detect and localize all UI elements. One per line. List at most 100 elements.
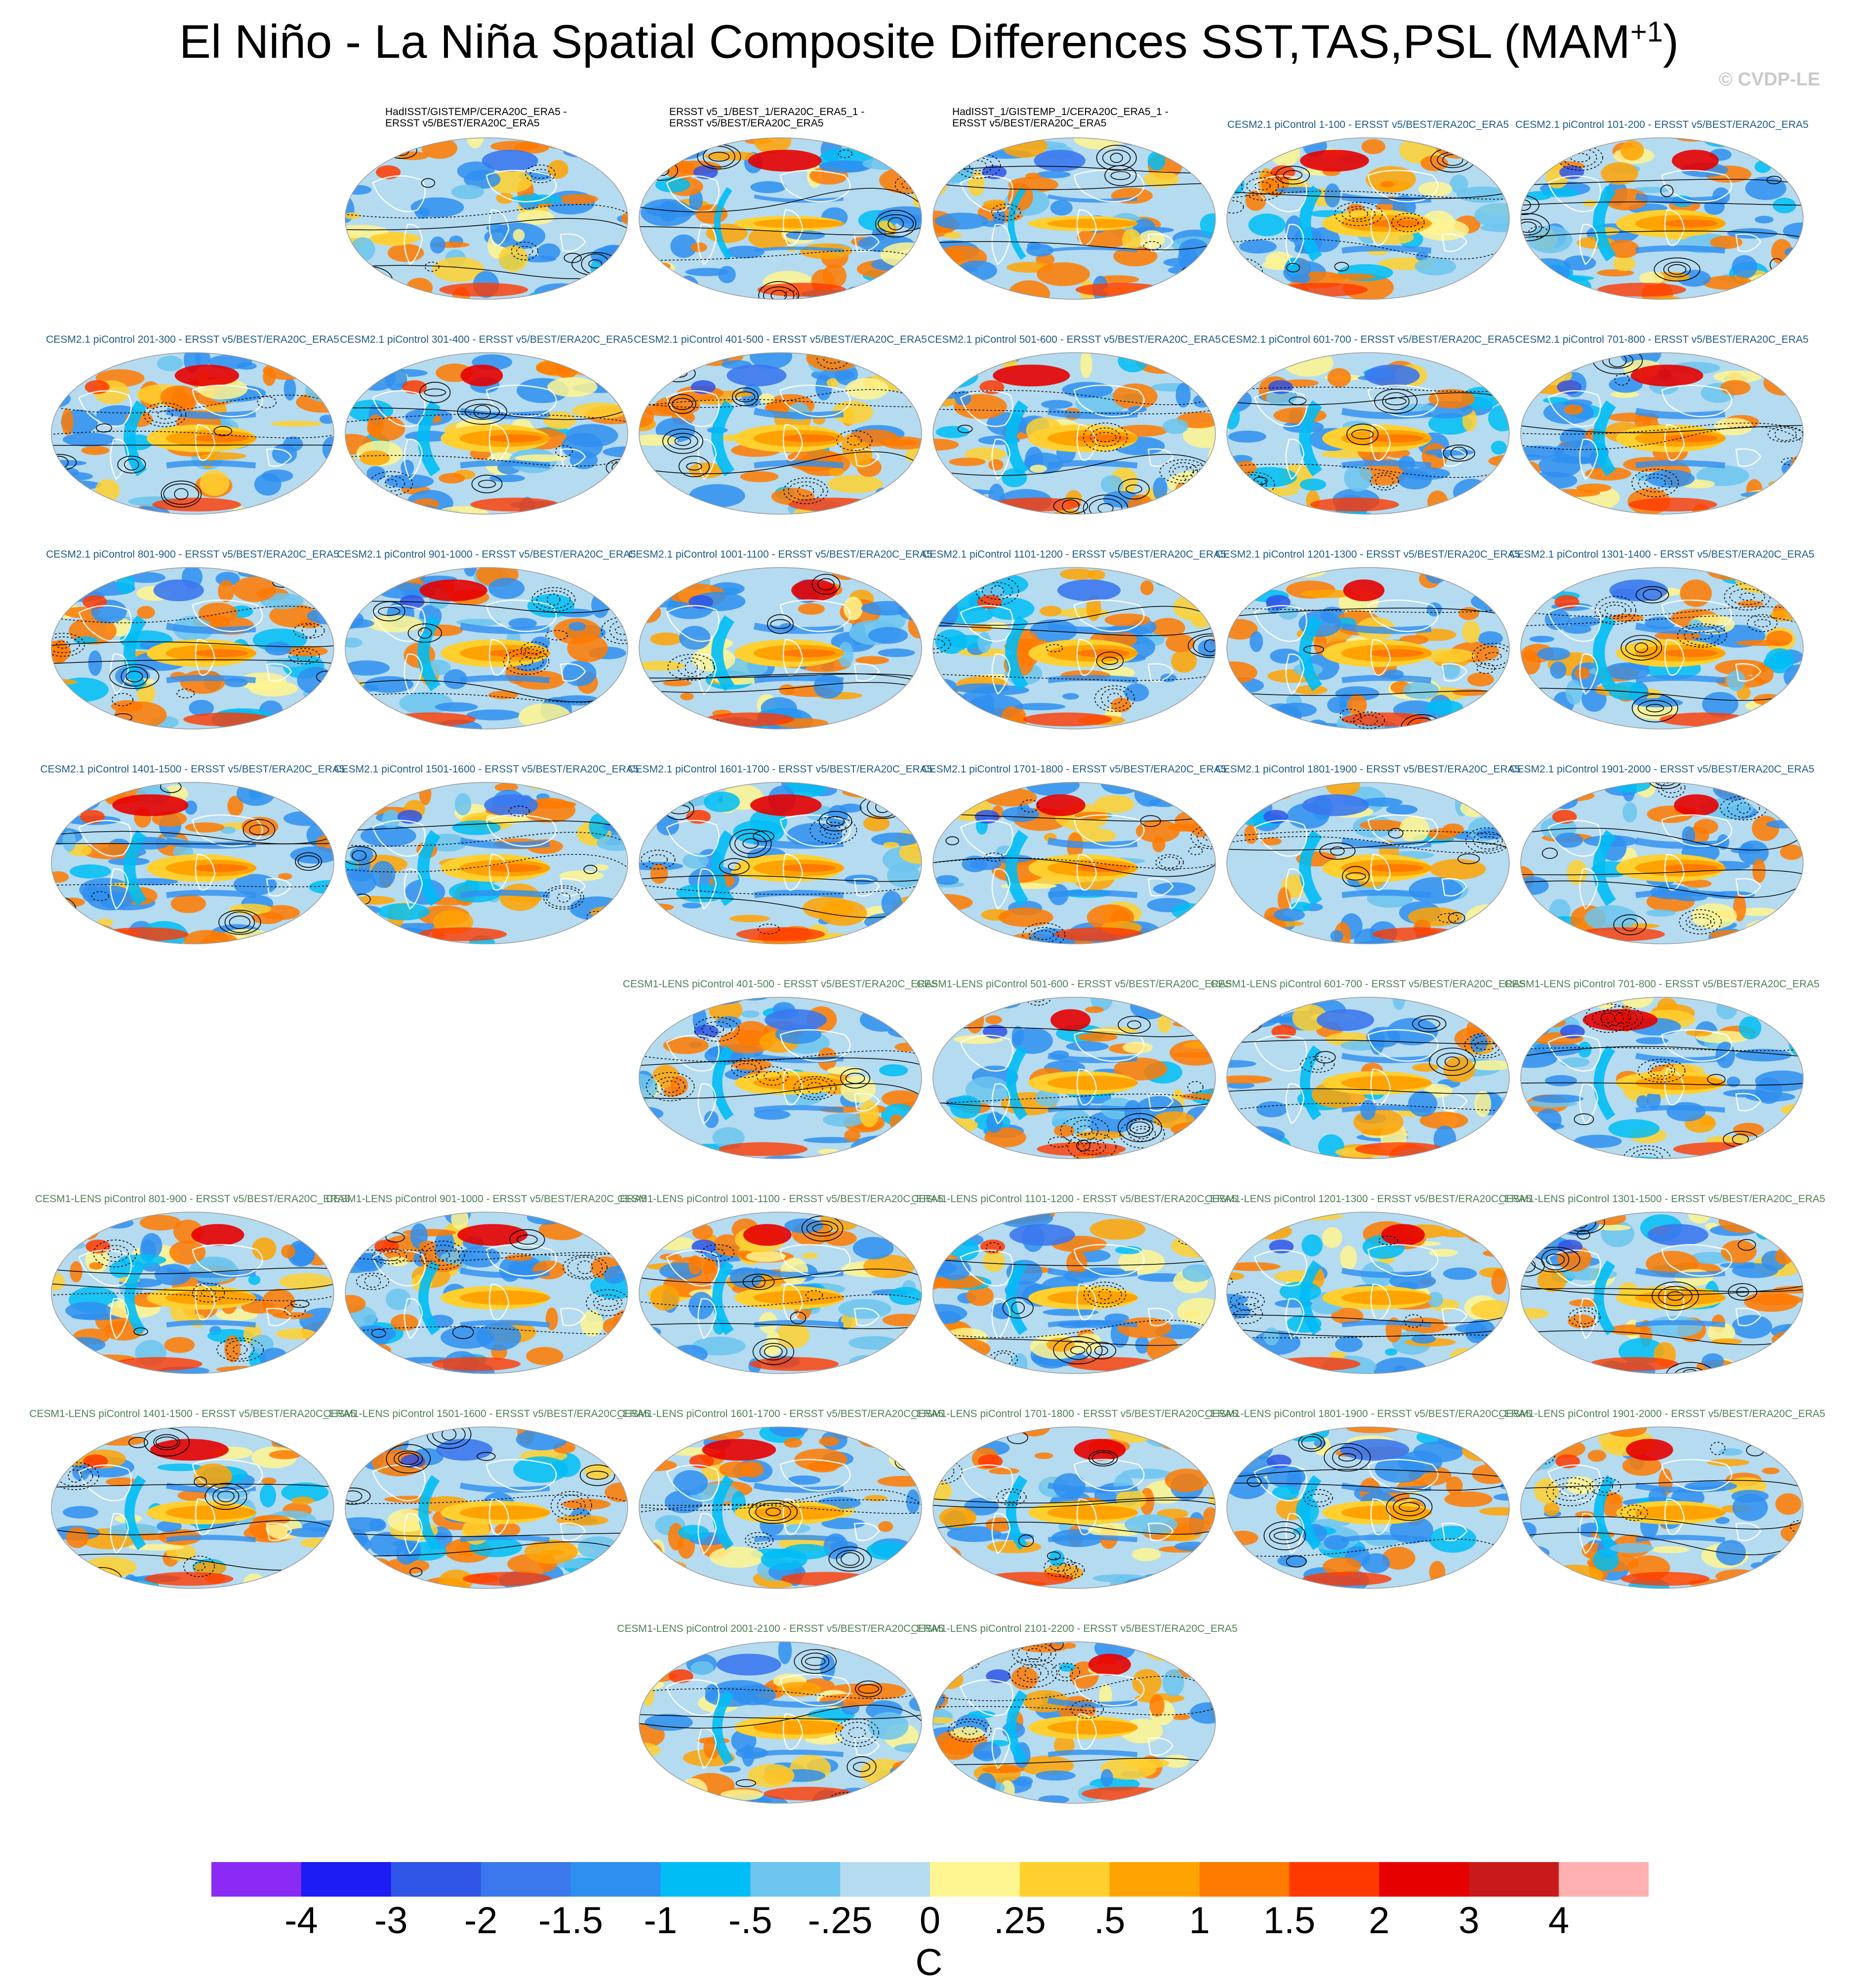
panel-title: CESM1-LENS piControl 501-600 - ERSST v5/…: [916, 978, 1232, 990]
composite-map: [1520, 567, 1804, 730]
colorbar-swatch: [840, 1862, 930, 1897]
panel-title: CESM1-LENS piControl 2001-2100 - ERSST v…: [617, 1623, 944, 1634]
composite-map: [932, 1426, 1216, 1589]
panel-title: CESM1-LENS piControl 1601-1700 - ERSST v…: [617, 1408, 944, 1420]
composite-map: [1520, 352, 1804, 515]
colorbar-tick-label: 1: [1189, 1900, 1210, 1942]
panel-title: CESM2.1 piControl 1701-1800 - ERSST v5/B…: [922, 764, 1227, 775]
panel-title: CESM1-LENS piControl 2101-2200 - ERSST v…: [911, 1623, 1238, 1634]
colorbar-swatch: [750, 1862, 841, 1897]
colorbar-tick-label: -.5: [728, 1900, 772, 1942]
panel-title: CESM1-LENS piControl 1701-1800 - ERSST v…: [911, 1408, 1238, 1420]
composite-map: [932, 1212, 1216, 1374]
panel-title-line1: ERSST v5_1/BEST_1/ERA20C_ERA5_1 -: [669, 106, 865, 118]
composite-map: [51, 352, 334, 515]
composite-map: [345, 567, 628, 730]
colorbar-tick-label: -1.5: [538, 1900, 603, 1942]
panel-title: CESM1-LENS piControl 1801-1900 - ERSST v…: [1205, 1408, 1532, 1420]
colorbar-tick-label: -1: [644, 1900, 678, 1942]
colorbar-swatch: [1289, 1862, 1379, 1897]
colorbar-tick-label: -.25: [808, 1900, 873, 1942]
panel-title: CESM2.1 piControl 101-200 - ERSST v5/BES…: [1515, 119, 1809, 130]
colorbar-swatch: [391, 1862, 482, 1897]
colorbar-swatch: [1379, 1862, 1469, 1897]
panel-title: CESM2.1 piControl 1401-1500 - ERSST v5/B…: [40, 764, 345, 775]
panel-title: CESM1-LENS piControl 801-900 - ERSST v5/…: [35, 1193, 351, 1205]
composite-map: [51, 782, 334, 944]
composite-map: [932, 782, 1216, 944]
cvdp-watermark: © CVDP-LE: [1719, 69, 1820, 90]
composite-map: [1226, 352, 1510, 515]
composite-map: [639, 1212, 922, 1374]
colorbar-tick-label: 0: [919, 1900, 941, 1942]
panel-title: CESM2.1 piControl 1501-1600 - ERSST v5/B…: [334, 764, 639, 775]
composite-map: [639, 137, 922, 300]
colorbar-swatch: [211, 1862, 302, 1897]
colorbar-tick-label: 1.5: [1263, 1900, 1316, 1942]
colorbar-swatch: [301, 1862, 392, 1897]
panel-title: CESM1-LENS piControl 701-800 - ERSST v5/…: [1504, 978, 1820, 990]
panel-title: CESM2.1 piControl 1001-1100 - ERSST v5/B…: [628, 549, 932, 560]
colorbar-swatch: [1469, 1862, 1559, 1897]
panel-title: CESM1-LENS piControl 1001-1100 - ERSST v…: [617, 1193, 943, 1205]
colorbar-units: C: [915, 1942, 943, 1984]
colorbar-swatch: [660, 1862, 751, 1897]
colorbar-tick-label: -2: [464, 1900, 498, 1942]
colorbar-tick-label: 2: [1369, 1900, 1390, 1942]
composite-map: [1226, 1212, 1510, 1374]
panel-title: CESM1-LENS piControl 1201-1300 - ERSST v…: [1205, 1193, 1532, 1205]
composite-map: [51, 567, 334, 730]
composite-map: [1226, 1426, 1510, 1589]
composite-map: [639, 567, 922, 730]
panel-title: CESM2.1 piControl 1101-1200 - ERSST v5/B…: [922, 549, 1226, 560]
panel-title: CESM2.1 piControl 1801-1900 - ERSST v5/B…: [1215, 764, 1521, 775]
panel-title: HadISST_1/GISTEMP_1/CERA20C_ERA5_1 - ERSS…: [952, 106, 1169, 129]
composite-map: [932, 1641, 1216, 1804]
colorbar-tick-label: 4: [1548, 1900, 1570, 1942]
composite-map: [639, 997, 922, 1159]
panel-title: ERSST v5_1/BEST_1/ERA20C_ERA5_1 - ERSST v…: [669, 106, 864, 129]
panel-title-line2: ERSST v5/BEST/ERA20C_ERA5: [385, 118, 540, 129]
panel-title-line2: ERSST v5/BEST/ERA20C_ERA5: [952, 118, 1107, 129]
composite-map: [1226, 137, 1510, 300]
composite-map: [345, 352, 628, 515]
colorbar-swatch: [1109, 1862, 1200, 1897]
panel-title: CESM2.1 piControl 1901-2000 - ERSST v5/B…: [1509, 764, 1815, 775]
composite-map: [1520, 1426, 1804, 1589]
panel-title-line1: HadISST/GISTEMP/CERA20C_ERA5 -: [385, 106, 567, 118]
composite-map: [1226, 782, 1510, 944]
panel-title: CESM1-LENS piControl 1401-1500 - ERSST v…: [29, 1408, 356, 1420]
composite-map: [345, 1212, 628, 1374]
composite-map: [345, 1426, 628, 1589]
panel-title: CESM1-LENS piControl 901-1000 - ERSST v5…: [326, 1193, 647, 1205]
colorbar-tick-label: 3: [1458, 1900, 1480, 1942]
composite-map: [345, 782, 628, 944]
colorbar-swatch: [1199, 1862, 1290, 1897]
composite-map: [1520, 1212, 1804, 1374]
composite-map: [639, 1641, 922, 1804]
colorbar-tick-label: -4: [284, 1900, 318, 1942]
panel-title: CESM2.1 piControl 1201-1300 - ERSST v5/B…: [1215, 549, 1521, 560]
panel-title: CESM2.1 piControl 1601-1700 - ERSST v5/B…: [628, 764, 933, 775]
panel-title-line1: HadISST_1/GISTEMP_1/CERA20C_ERA5_1 -: [952, 106, 1169, 118]
panel-title: CESM2.1 piControl 501-600 - ERSST v5/BES…: [928, 334, 1221, 345]
composite-map: [932, 997, 1216, 1159]
panel-title: CESM2.1 piControl 301-400 - ERSST v5/BES…: [340, 334, 633, 345]
colorbar-swatch: [1019, 1862, 1110, 1897]
colorbar-swatch: [1559, 1862, 1649, 1897]
composite-map: [1226, 997, 1510, 1159]
panel-title: CESM2.1 piControl 201-300 - ERSST v5/BES…: [46, 334, 339, 345]
composite-map: [932, 352, 1216, 515]
colorbar: [211, 1862, 1649, 1897]
colorbar-tick-label: -3: [374, 1900, 408, 1942]
colorbar-tick-label: .25: [994, 1900, 1046, 1942]
panel-title: CESM1-LENS piControl 401-500 - ERSST v5/…: [622, 978, 938, 990]
panel-title: CESM1-LENS piControl 601-700 - ERSST v5/…: [1210, 978, 1526, 990]
panel-title-line2: ERSST v5/BEST/ERA20C_ERA5: [669, 118, 824, 129]
panel-title: CESM1-LENS piControl 1901-2000 - ERSST v…: [1498, 1408, 1825, 1420]
figure-title: El Niño - La Niña Spatial Composite Diff…: [179, 15, 1679, 68]
panel-title: CESM2.1 piControl 1301-1400 - ERSST v5/B…: [1509, 549, 1815, 560]
panel-title: CESM1-LENS piControl 1101-1200 - ERSST v…: [911, 1193, 1237, 1205]
colorbar-swatch: [481, 1862, 571, 1897]
panel-title: HadISST/GISTEMP/CERA20C_ERA5 - ERSST v5/B…: [385, 106, 567, 129]
